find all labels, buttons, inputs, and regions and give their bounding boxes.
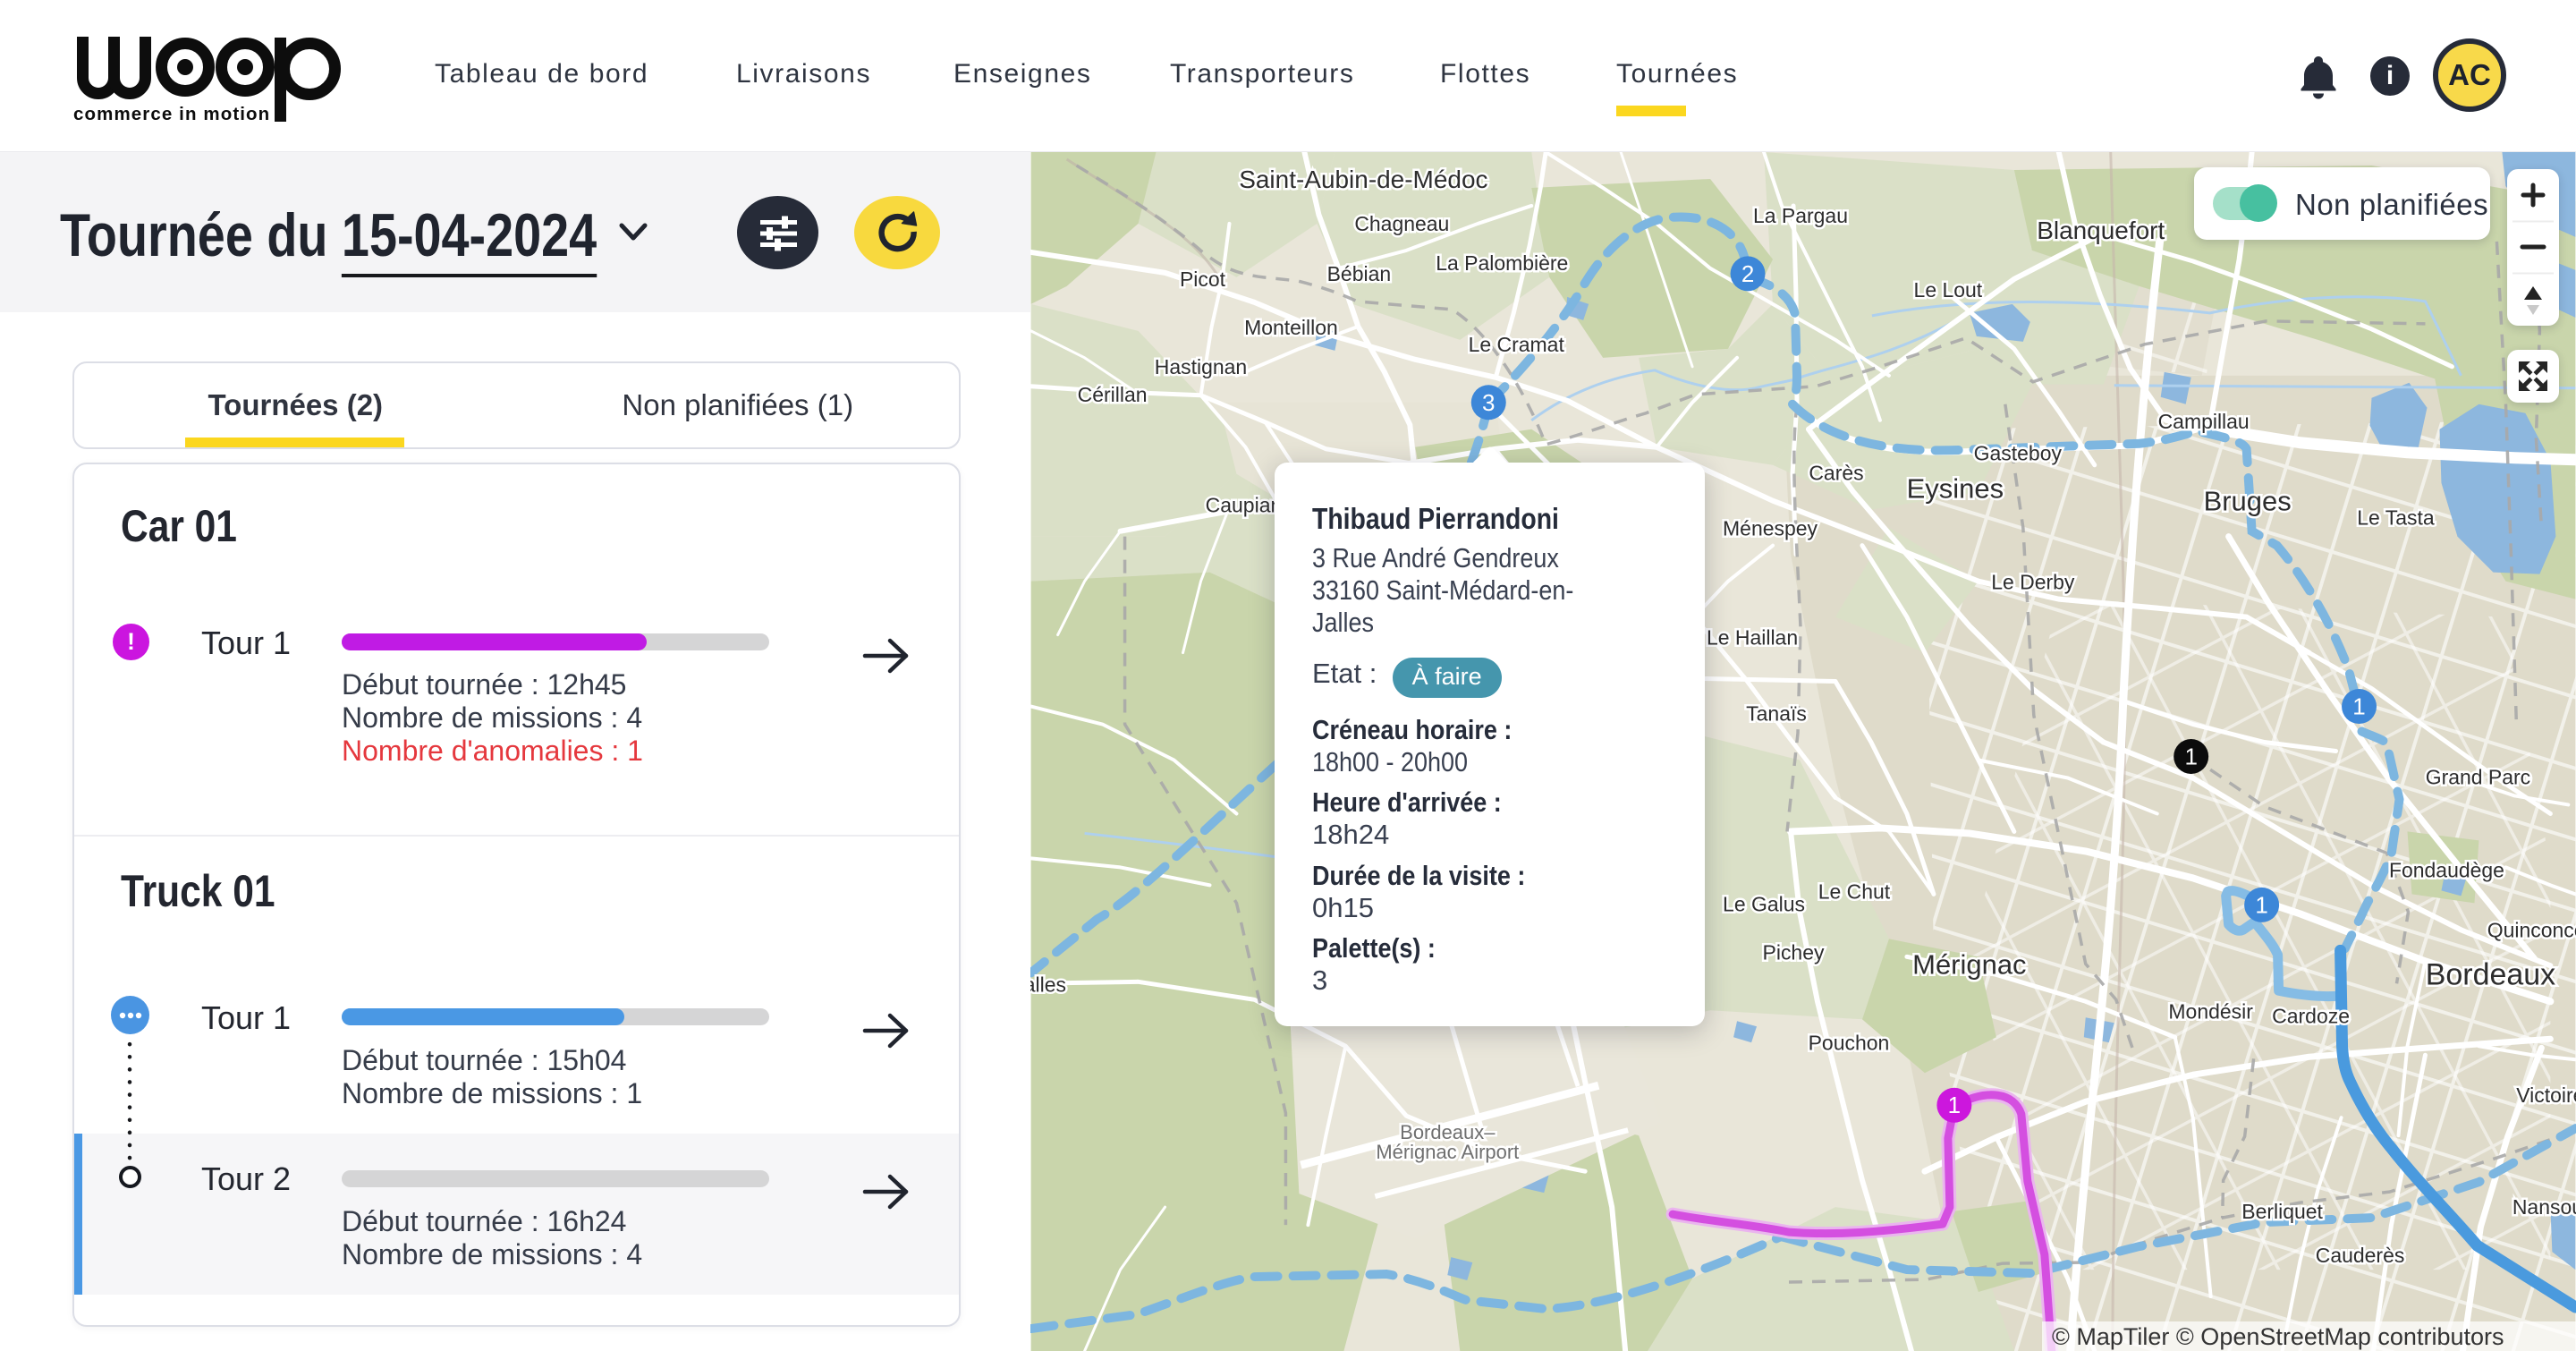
svg-text:Grand Parc: Grand Parc	[2426, 765, 2530, 788]
svg-text:Gasteboy: Gasteboy	[1974, 442, 2063, 465]
svg-text:Berliquet: Berliquet	[2241, 1200, 2323, 1223]
svg-text:2: 2	[1741, 260, 1754, 287]
svg-text:Bruges: Bruges	[2204, 486, 2292, 517]
svg-text:Bordeaux: Bordeaux	[2426, 957, 2555, 991]
svg-text:Le Tasta: Le Tasta	[2357, 506, 2435, 530]
svg-text:1: 1	[2352, 693, 2365, 720]
svg-text:Cauderès: Cauderès	[2316, 1244, 2405, 1267]
svg-text:Picot: Picot	[1180, 268, 1226, 291]
svg-text:Carès: Carès	[1809, 462, 1863, 485]
svg-text:Victoire: Victoire	[2516, 1083, 2576, 1107]
svg-text:Nansouty: Nansouty	[2512, 1195, 2576, 1219]
svg-text:Cardoze: Cardoze	[2272, 1004, 2350, 1027]
svg-text:Caupian: Caupian	[1206, 494, 1283, 517]
svg-text:Campillau: Campillau	[2158, 410, 2250, 433]
svg-text:Le Chut: Le Chut	[1818, 879, 1891, 903]
svg-text:Blanquefort: Blanquefort	[2037, 217, 2165, 244]
svg-text:3: 3	[1482, 389, 1495, 416]
svg-text:Bordeaux–: Bordeaux–	[1400, 1121, 1496, 1143]
svg-text:Le Derby: Le Derby	[1991, 571, 2075, 594]
svg-text:Pichey: Pichey	[1763, 940, 1825, 964]
svg-text:1: 1	[2184, 743, 2197, 769]
svg-text:Cérillan: Cérillan	[1078, 383, 1148, 406]
svg-text:Mondésir: Mondésir	[2168, 999, 2253, 1023]
svg-text:La Pargau: La Pargau	[1753, 204, 1848, 227]
svg-text:Le Haillan: Le Haillan	[1707, 626, 1798, 650]
svg-text:La Palombière: La Palombière	[1436, 251, 1568, 275]
svg-text:Le Lout: Le Lout	[1914, 278, 1983, 302]
svg-text:Ménespey: Ménespey	[1723, 517, 1818, 540]
svg-text:Eysines: Eysines	[1907, 473, 2004, 505]
svg-text:Quinconces: Quinconces	[2487, 918, 2576, 941]
svg-text:Bébian: Bébian	[1327, 262, 1392, 285]
svg-text:1: 1	[2255, 891, 2267, 918]
svg-text:Mérignac Airport: Mérignac Airport	[1376, 1141, 1519, 1163]
svg-text:Mérignac: Mérignac	[1912, 948, 2026, 980]
svg-text:Jalles: Jalles	[1030, 973, 1066, 996]
svg-text:Hastignan: Hastignan	[1155, 355, 1247, 378]
svg-text:commerce in motion: commerce in motion	[73, 104, 270, 124]
svg-text:Monteillon: Monteillon	[1244, 316, 1338, 339]
svg-text:1: 1	[1948, 1092, 1961, 1118]
svg-text:Pouchon: Pouchon	[1809, 1031, 1890, 1054]
svg-text:Le Cramat: Le Cramat	[1469, 333, 1565, 356]
svg-text:Fondaudège: Fondaudège	[2389, 858, 2504, 881]
svg-text:Le Galus: Le Galus	[1723, 892, 1805, 915]
svg-text:Saint-Aubin-de-Médoc: Saint-Aubin-de-Médoc	[1239, 166, 1487, 193]
svg-text:Chagneau: Chagneau	[1354, 212, 1449, 235]
svg-text:Tanaïs: Tanaïs	[1746, 702, 1807, 726]
